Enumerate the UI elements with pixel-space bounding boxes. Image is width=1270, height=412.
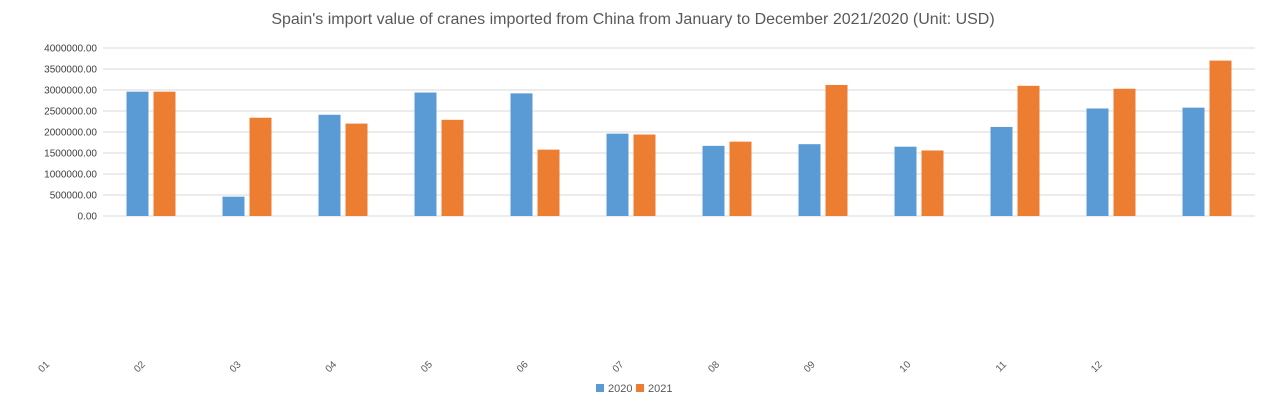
x-category-label: 01: [36, 359, 52, 375]
y-tick-label: 2000000.00: [44, 128, 97, 139]
bar-2020: [414, 92, 437, 216]
x-category-label: 10: [898, 359, 914, 375]
bar-2021: [249, 117, 272, 216]
y-tick-label: 3500000.00: [44, 65, 97, 76]
y-tick-label: 3000000.00: [44, 86, 97, 97]
bar-2020: [1182, 107, 1205, 216]
x-category-label: 11: [994, 359, 1009, 374]
x-category-label: 07: [611, 359, 627, 375]
x-axis-category-labels: 01 02 03 04 05 06 07 08 09 10 11 12: [36, 359, 1105, 375]
bar-2021: [1017, 85, 1040, 216]
x-category-label: 06: [515, 359, 531, 375]
legend-label: 2021: [648, 383, 672, 395]
bar-2021: [1113, 88, 1136, 216]
x-category-label: 03: [228, 359, 244, 375]
x-category-label: 09: [802, 359, 818, 375]
bar-2020: [510, 93, 533, 216]
bar-2020: [606, 133, 629, 216]
bar-2021: [729, 141, 752, 216]
legend: 2020 2021: [596, 383, 672, 395]
chart-title: Spain's import value of cranes imported …: [271, 11, 994, 28]
bar-2021: [825, 84, 848, 217]
y-tick-label: 4000000.00: [44, 44, 97, 55]
bar-2020: [798, 144, 821, 216]
bar-2021: [441, 119, 464, 216]
x-category-label: 12: [1089, 359, 1105, 375]
legend-swatch: [636, 384, 644, 392]
bar-2020: [702, 145, 725, 216]
bar-2021: [153, 91, 176, 216]
legend-label: 2020: [608, 383, 632, 395]
bar-2021: [537, 149, 560, 216]
bar-2020: [126, 91, 149, 216]
y-tick-label: 500000.00: [50, 191, 98, 202]
y-tick-label: 2500000.00: [44, 107, 97, 118]
y-tick-label: 1000000.00: [44, 170, 97, 181]
bars: [126, 60, 1232, 217]
bar-2020: [990, 126, 1013, 216]
y-axis-tick-labels: 0.00 500000.00 1000000.00 1500000.00 2000000…: [44, 44, 97, 223]
bar-2020: [222, 196, 245, 216]
legend-swatch: [596, 384, 604, 392]
bar-2021: [1209, 60, 1232, 216]
x-category-label: 02: [132, 359, 148, 375]
bar-2021: [921, 150, 944, 216]
bar-2021: [345, 123, 368, 216]
x-category-label: 04: [324, 359, 340, 375]
x-category-label: 08: [706, 359, 722, 375]
bar-2020: [318, 114, 341, 216]
x-category-label: 05: [419, 359, 435, 375]
bar-2020: [894, 146, 917, 216]
y-tick-label: 0.00: [78, 212, 98, 223]
bar-2021: [633, 134, 656, 216]
gridlines: [103, 47, 1255, 217]
bar-2020: [1086, 108, 1109, 216]
y-tick-label: 1500000.00: [44, 149, 97, 160]
